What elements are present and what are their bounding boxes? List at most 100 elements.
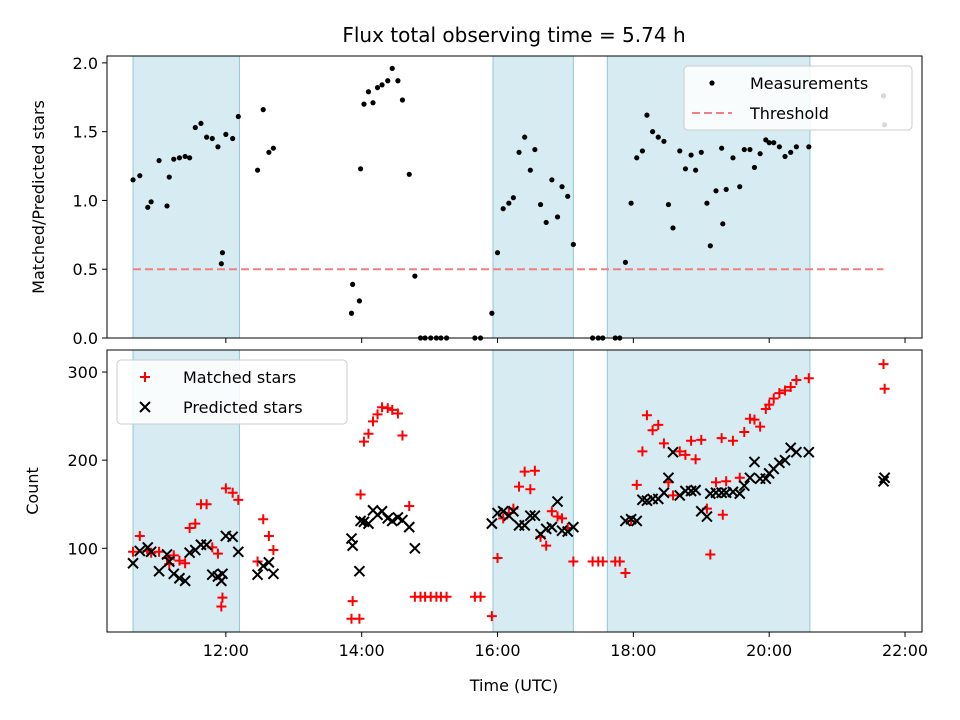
matched-point [180, 558, 191, 569]
predicted-point [748, 456, 761, 468]
y-tick-label: 200 [67, 451, 98, 470]
measurement-point [374, 85, 381, 91]
measurement-point [757, 151, 763, 157]
measurement-point [628, 200, 634, 206]
predicted-point [134, 545, 146, 557]
predicted-point [567, 521, 580, 533]
matched-point [614, 556, 625, 567]
matched-point [233, 494, 244, 505]
matched-point [552, 511, 563, 522]
y-tick-label: 0.5 [73, 260, 98, 279]
legend-label: Matched stars [183, 368, 296, 387]
legend-label: Threshold [749, 104, 829, 123]
observing-window-2 [492, 349, 574, 633]
matched-point [696, 434, 707, 445]
measurement-point [230, 135, 236, 142]
matched-point [355, 489, 366, 500]
matched-point [363, 428, 374, 439]
matched-point [717, 509, 728, 520]
matched-point [541, 540, 552, 551]
series-predicted-stars [127, 442, 891, 587]
matched-point [263, 530, 274, 541]
measurement-point [348, 310, 355, 316]
predicted-point [546, 521, 558, 533]
matched-point [519, 466, 530, 477]
legend-label: Predicted stars [183, 398, 303, 417]
matched-point [227, 487, 238, 498]
measurement-point [527, 167, 533, 173]
predicted-point [200, 539, 213, 551]
predicted-point [145, 546, 157, 558]
matched-point [404, 500, 415, 511]
measurement-point [723, 186, 729, 193]
predicted-point [263, 556, 275, 569]
matched-point [441, 591, 452, 602]
matched-point [620, 567, 631, 578]
measurement-point [399, 97, 406, 103]
measurement-point [549, 177, 555, 183]
matched-point [774, 388, 785, 399]
measurement-point [164, 203, 170, 209]
predicted-point [232, 546, 245, 558]
measurement-point [494, 250, 501, 256]
measurement-point [543, 219, 549, 226]
matched-point [168, 550, 179, 561]
measurement-point [357, 166, 364, 172]
matched-point [358, 436, 369, 447]
measurement-point [385, 78, 391, 84]
measurement-point [776, 144, 782, 150]
measurement-point [356, 298, 363, 304]
matched-point [705, 549, 716, 560]
count-y-axis-label: Count [23, 467, 42, 515]
matched-point [686, 435, 697, 446]
predicted-point [658, 487, 670, 499]
predicted-point [153, 565, 165, 577]
predicted-point [529, 509, 541, 522]
measurement-point [182, 153, 188, 160]
x-tick-label: 14:00 [339, 641, 385, 660]
predicted-point [179, 575, 191, 587]
matched-point [749, 414, 760, 425]
measurement-point [719, 145, 725, 151]
y-tick-label: 1.0 [73, 191, 98, 210]
measurement-point [570, 241, 576, 248]
count-panel: 100 200 300 12:00 14:00 16:00 18:00 20:00 22:00 M… [67, 349, 928, 660]
measurement-point [166, 174, 172, 180]
matched-point [217, 592, 228, 603]
measurement-point [350, 281, 356, 287]
matched-point [216, 601, 227, 612]
measurement-point [506, 200, 512, 206]
matched-point [755, 421, 766, 432]
measurement-point [677, 148, 683, 154]
matched-point [557, 513, 568, 524]
measurement-point [389, 65, 395, 71]
x-axis-label: Time (UTC) [469, 676, 558, 695]
measurement-point [218, 261, 224, 267]
matched-point [764, 399, 775, 410]
predicted-point [216, 568, 229, 580]
measurement-point [361, 101, 367, 107]
measurement-point [730, 155, 736, 161]
matched-point [690, 454, 701, 465]
measurement-point [766, 140, 772, 146]
measurement-point [704, 200, 710, 206]
matched-point [739, 426, 750, 437]
measurement-point [395, 78, 401, 84]
matched-point [268, 545, 279, 556]
measurement-point [223, 131, 229, 138]
matched-point [387, 404, 398, 415]
measurement-point [198, 120, 204, 127]
predicted-point [346, 539, 359, 552]
predicted-point [667, 446, 679, 458]
matched-point [529, 465, 540, 476]
matched-point [710, 477, 721, 488]
predicted-point [773, 457, 786, 469]
matched-point [184, 523, 195, 534]
measurement-point [522, 134, 528, 140]
predicted-point [409, 542, 421, 554]
measurement-point [270, 145, 276, 151]
measurement-point [693, 167, 699, 173]
legend-dot-icon [709, 80, 715, 86]
matched-point [785, 382, 796, 393]
